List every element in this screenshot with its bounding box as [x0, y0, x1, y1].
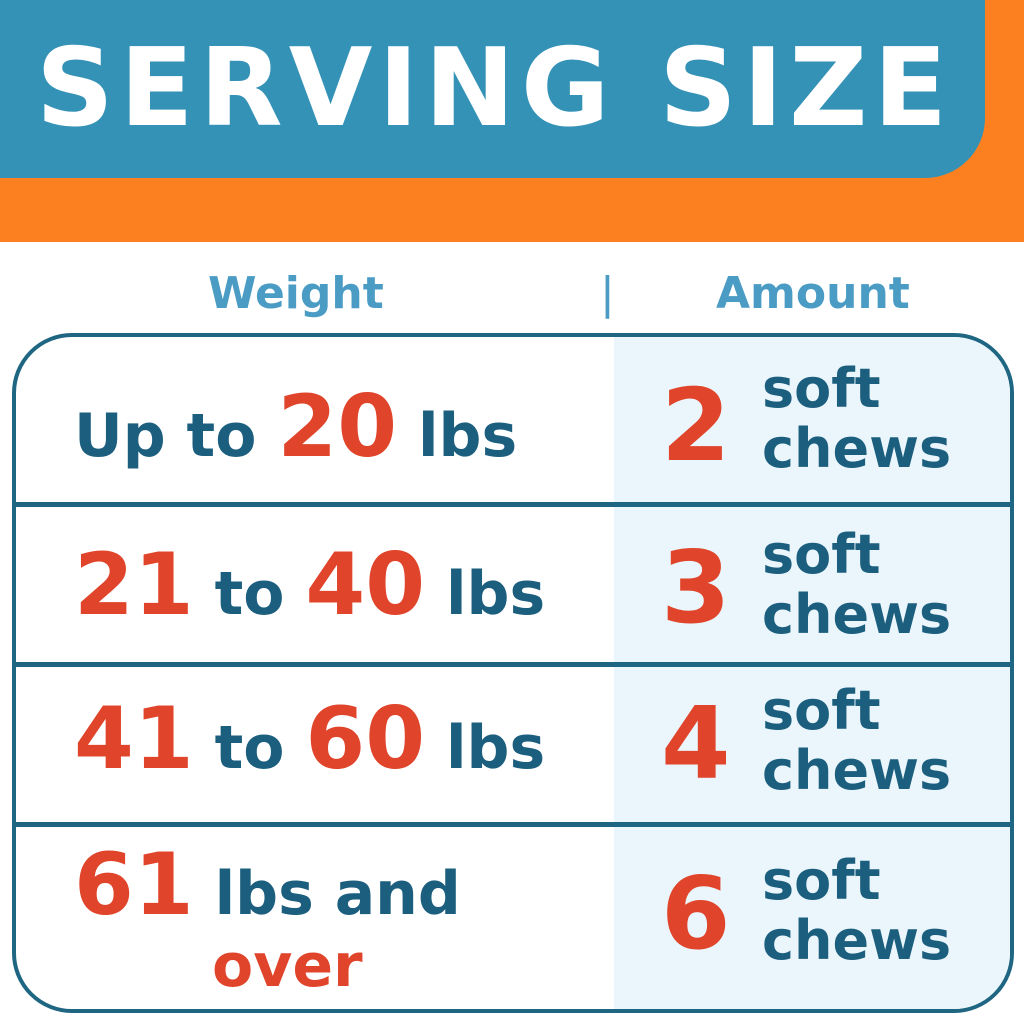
amount-unit: soft chews — [762, 679, 952, 802]
serving-table: Up to 20 lbs 2 soft chews 21 to 40 lbs 3 … — [12, 333, 1014, 1013]
row-divider — [16, 502, 1010, 507]
amount-column-background — [614, 337, 1010, 1009]
weight-range: 61 lbs and over — [74, 835, 461, 1001]
amount-column-header: Amount — [716, 268, 910, 319]
table-row: 21 to 40 lbs 3 soft chews — [16, 507, 1010, 662]
table-row: 41 to 60 lbs 4 soft chews — [16, 667, 1010, 822]
column-separator: | — [600, 268, 615, 319]
weight-range: Up to 20 lbs — [74, 377, 518, 477]
weight-range: 21 to 40 lbs — [74, 535, 546, 635]
row-divider — [16, 822, 1010, 827]
weight-range: 41 to 60 lbs — [74, 689, 546, 789]
page-title: SERVING SIZE — [36, 26, 954, 151]
row-divider — [16, 662, 1010, 667]
amount-unit: soft chews — [762, 357, 952, 480]
amount-unit: soft chews — [762, 849, 952, 972]
amount-number: 2 — [661, 367, 731, 484]
amount-number: 3 — [661, 529, 731, 646]
table-row: 61 lbs and over 6 soft chews — [16, 827, 1010, 1009]
amount-number: 4 — [661, 685, 731, 802]
weight-column-header: Weight — [208, 268, 384, 319]
amount-unit: soft chews — [762, 523, 952, 646]
title-banner — [0, 0, 985, 178]
amount-number: 6 — [661, 855, 731, 972]
table-row: Up to 20 lbs 2 soft chews — [16, 337, 1010, 502]
